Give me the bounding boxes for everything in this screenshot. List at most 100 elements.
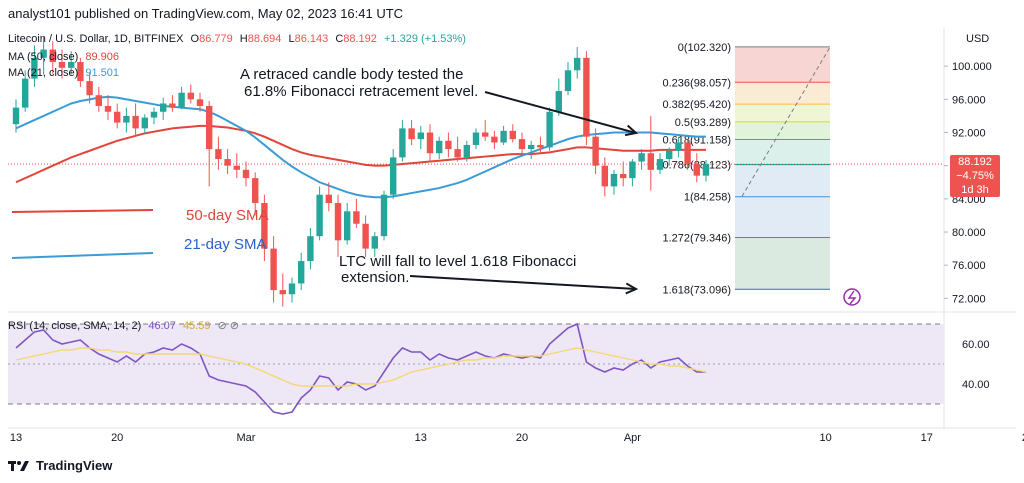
candle-body <box>288 283 296 295</box>
candle-body <box>546 111 553 148</box>
candle-body <box>518 139 526 150</box>
candle-body <box>242 169 250 179</box>
brand-name: TradingView <box>36 458 113 473</box>
candle-body <box>399 128 406 158</box>
time-tick-label: 13 <box>415 432 427 444</box>
ma50-legend-label: MA (50, close) <box>8 51 79 63</box>
annotation-retrace-line2: 61.8% Fibonacci retracement level. <box>244 83 478 100</box>
high-label: H <box>239 33 248 45</box>
price-tick-label: 72.000 <box>952 293 986 305</box>
tradingview-logo-icon <box>8 460 29 471</box>
candle-body <box>629 161 636 179</box>
candle-body <box>500 130 507 143</box>
candle-body <box>68 62 75 68</box>
candle-body <box>647 153 654 170</box>
candle-body <box>445 140 452 150</box>
candle-body <box>702 164 710 176</box>
low-value: 86.143 <box>294 33 329 45</box>
candle-body <box>160 103 167 112</box>
alert-icon-bolt <box>847 290 857 305</box>
candle-body <box>601 165 608 187</box>
candle-body <box>114 111 121 123</box>
fib-level-label: 0.236(98.057) <box>663 77 732 89</box>
price-tick-label: 96.000 <box>952 94 986 106</box>
candle-body <box>656 159 664 170</box>
rsi-tick-label: 60.00 <box>962 339 990 351</box>
candle-body <box>436 140 443 154</box>
candle-body <box>509 130 516 140</box>
candle-body <box>666 150 673 160</box>
fib-zone <box>735 139 830 165</box>
candle-body <box>150 111 158 118</box>
tradingview-brand[interactable]: TradingView <box>8 458 112 473</box>
last-change: −4.75% <box>956 170 994 182</box>
ma50-legend-value: 89.906 <box>85 51 120 63</box>
ma50-legend[interactable]: MA (50, close) 89.906 <box>8 51 119 63</box>
candle-body <box>463 144 470 158</box>
rsi-legend-value: 46.07 <box>148 320 176 332</box>
candle-body <box>610 173 618 187</box>
price-tick-label: 92.000 <box>952 128 986 140</box>
ma50-annotation: 50-day SMA <box>186 207 269 224</box>
candle-body <box>472 132 480 145</box>
candle-body <box>362 223 369 249</box>
candle-body <box>528 144 535 150</box>
fib-trend-line <box>741 46 831 197</box>
candle-body <box>620 173 627 179</box>
candle-body <box>693 164 700 176</box>
time-tick-label: 10 <box>819 432 831 444</box>
candle-body <box>417 132 424 140</box>
fib-zone <box>735 82 830 105</box>
candle-body <box>196 99 204 106</box>
candle-body <box>390 157 397 195</box>
candle-body <box>187 92 194 100</box>
candle-body <box>592 136 599 166</box>
candle-body <box>77 62 84 82</box>
candle-body <box>169 103 176 108</box>
candle-body <box>371 236 378 249</box>
candle-body <box>675 142 682 151</box>
candle-body <box>215 149 222 160</box>
rsi-tick-label: 40.00 <box>962 379 990 391</box>
publish-header: analyst101 published on TradingView.com,… <box>8 6 404 21</box>
rsi-legend-icons[interactable]: ⊘ ⊘ <box>217 320 240 332</box>
candle-body <box>279 290 286 295</box>
annotation-arrow-retrace-head <box>624 124 639 137</box>
candle-body <box>261 203 268 249</box>
rsi-legend[interactable]: RSI (14, close, SMA, 14, 2) 46.07 45.59 … <box>8 319 239 332</box>
price-tick-label: 100.000 <box>952 61 992 73</box>
fib-level-label: 0(102.320) <box>678 42 731 54</box>
rsi-line <box>15 322 706 415</box>
candle-body <box>12 107 20 125</box>
fib-level-label: 0.5(93.289) <box>675 117 731 129</box>
high-value: 88.694 <box>247 33 282 45</box>
candle-body <box>31 57 38 79</box>
fib-zone <box>735 237 830 290</box>
ma21-annotation: 21-day SMA <box>184 236 267 253</box>
time-tick-label: Apr <box>624 432 641 444</box>
ma50-line <box>15 124 706 184</box>
candle-body <box>316 194 323 237</box>
time-tick-label: 20 <box>516 432 528 444</box>
ma21-legend[interactable]: MA (21, close) 91.501 <box>8 67 119 79</box>
candle-body <box>132 115 139 129</box>
candle-body <box>86 81 93 96</box>
time-tick-label: Mar <box>237 432 256 444</box>
symbol-legend: Litecoin / U.S. Dollar, 1D, BITFINEX O86… <box>8 33 466 45</box>
symbol-title[interactable]: Litecoin / U.S. Dollar, 1D, BITFINEX <box>8 33 184 45</box>
close-label: C <box>335 33 344 45</box>
candle-body <box>252 178 259 204</box>
change-value: +1.329 (+1.53%) <box>383 33 466 45</box>
candle-body <box>482 132 489 137</box>
candle-body <box>638 153 645 162</box>
candle-body <box>307 236 314 262</box>
candle-body <box>40 49 47 58</box>
rsi-sma-line <box>15 347 707 387</box>
candle-body <box>178 92 185 108</box>
annotation-target-line1: LTC will fall to level 1.618 Fibonacci <box>339 253 576 270</box>
annotation-retrace-line1: A retraced candle body tested the <box>240 66 463 83</box>
fib-zone <box>735 46 830 83</box>
candle-body <box>537 144 544 148</box>
